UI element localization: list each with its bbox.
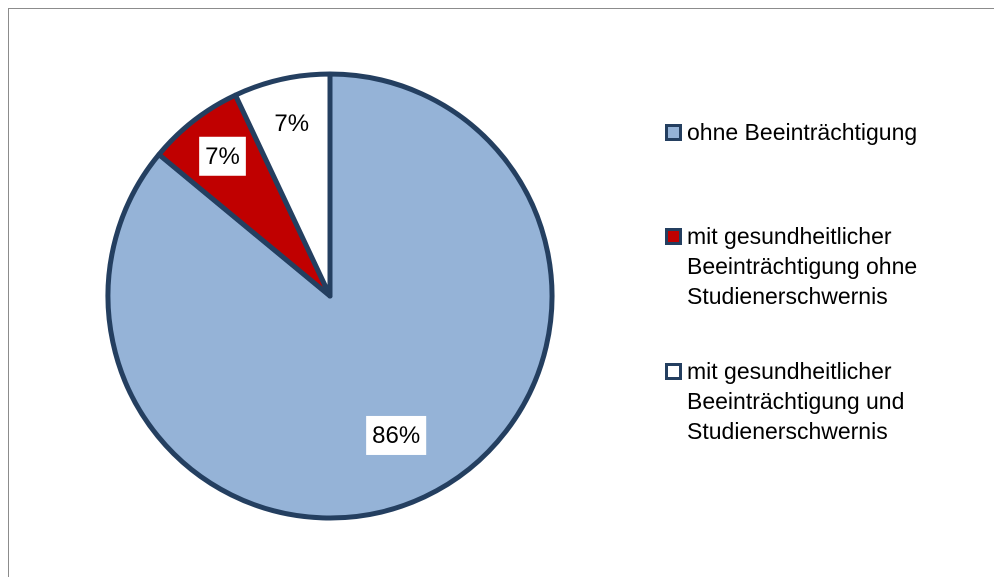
data-label-bg xyxy=(366,415,427,455)
data-label: 86% xyxy=(372,422,420,449)
data-label-bg xyxy=(268,104,316,144)
legend-item: ohne Beeinträchtigung xyxy=(665,117,985,147)
legend-item: mit gesundheitlicher Beeinträchtigung oh… xyxy=(665,221,985,311)
data-label-bg xyxy=(199,136,246,176)
chart-frame xyxy=(8,8,994,577)
legend-label: ohne Beeinträchtigung xyxy=(687,119,918,145)
legend-item: mit gesundheitlicher Beeinträchtigung un… xyxy=(665,356,985,446)
legend-swatch xyxy=(665,228,682,245)
legend-swatch xyxy=(665,363,682,380)
data-label: 7% xyxy=(274,110,309,137)
legend-swatch xyxy=(665,124,682,141)
legend-label: mit gesundheitlicher Beeinträchtigung oh… xyxy=(687,223,918,309)
legend-label: mit gesundheitlicher Beeinträchtigung un… xyxy=(687,358,905,444)
data-label: 7% xyxy=(205,143,240,170)
